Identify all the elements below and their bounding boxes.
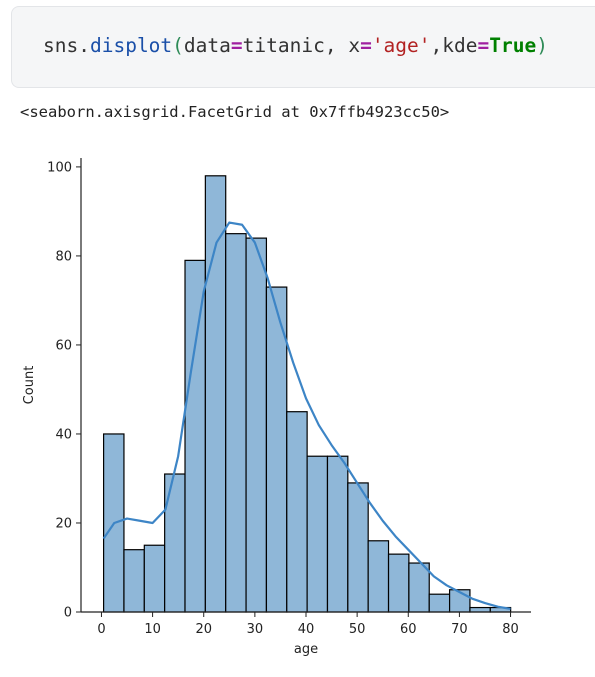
code-token-true: True <box>489 34 537 57</box>
y-tick-label: 40 <box>55 427 72 442</box>
code-token-equals: = <box>477 34 490 57</box>
x-tick-label: 30 <box>247 622 264 637</box>
code-token-arg-x: x <box>348 34 361 57</box>
histogram-bar <box>286 411 308 613</box>
y-tick-label: 100 <box>47 160 72 175</box>
histogram-bar <box>164 473 186 613</box>
histogram-bar <box>408 562 430 613</box>
histogram-bar <box>326 455 349 613</box>
code-token-string-age: 'age' <box>371 34 431 57</box>
x-tick-label: 40 <box>298 622 315 637</box>
x-tick-label: 60 <box>400 622 417 637</box>
y-tick-label: 80 <box>55 249 72 264</box>
histogram-bar <box>225 233 247 613</box>
x-tick-label: 50 <box>349 622 366 637</box>
y-tick-label: 0 <box>64 606 72 621</box>
kde-curve <box>102 221 511 610</box>
code-cell[interactable]: sns.displot(data=titanic, x='age',kde=Tr… <box>11 6 595 88</box>
code-token-dot: . <box>78 34 90 57</box>
code-token-equals: = <box>230 34 243 57</box>
histogram-chart: 0 20 40 60 80 100 0 10 20 30 40 50 60 70 80 age Count <box>22 158 531 657</box>
histogram-bar <box>184 259 206 613</box>
histogram-bar <box>347 482 369 613</box>
code-token-module: sns <box>43 34 79 57</box>
y-tick-label: 60 <box>55 338 72 353</box>
code-token-comma: , <box>430 34 443 57</box>
histogram-bar <box>143 544 166 613</box>
histogram-bar <box>306 455 329 613</box>
code-token-equals: = <box>360 34 372 57</box>
code-token-arg-kde: kde <box>442 34 478 57</box>
y-tick-label: 20 <box>55 516 72 531</box>
histogram-bar <box>123 549 145 613</box>
x-tick-label: 0 <box>97 622 105 637</box>
code-token-close-paren: ) <box>536 34 548 57</box>
histogram-bar <box>469 606 491 613</box>
histogram-bar <box>428 593 451 613</box>
x-tick-label: 80 <box>502 622 519 637</box>
cell-output-text: <seaborn.axisgrid.FacetGrid at 0x7ffb492… <box>20 103 450 121</box>
histogram-bar <box>245 237 268 613</box>
code-token-open-paren: ( <box>172 34 184 57</box>
x-tick-label: 20 <box>195 622 212 637</box>
histogram-bar <box>367 540 390 613</box>
x-tick-label: 10 <box>144 622 161 637</box>
code-token-function: displot <box>89 34 173 57</box>
code-token-value-titanic: titanic <box>242 34 325 57</box>
histogram-bar <box>387 553 410 613</box>
code-line: sns.displot(data=titanic, x='age',kde=Tr… <box>43 34 548 57</box>
code-token-comma: , <box>324 34 349 57</box>
x-tick-label: 70 <box>451 622 468 637</box>
code-token-arg-data: data <box>183 34 231 57</box>
y-axis-label: Count <box>22 366 37 405</box>
histogram-bar <box>204 175 227 613</box>
x-axis-label: age <box>294 642 318 657</box>
